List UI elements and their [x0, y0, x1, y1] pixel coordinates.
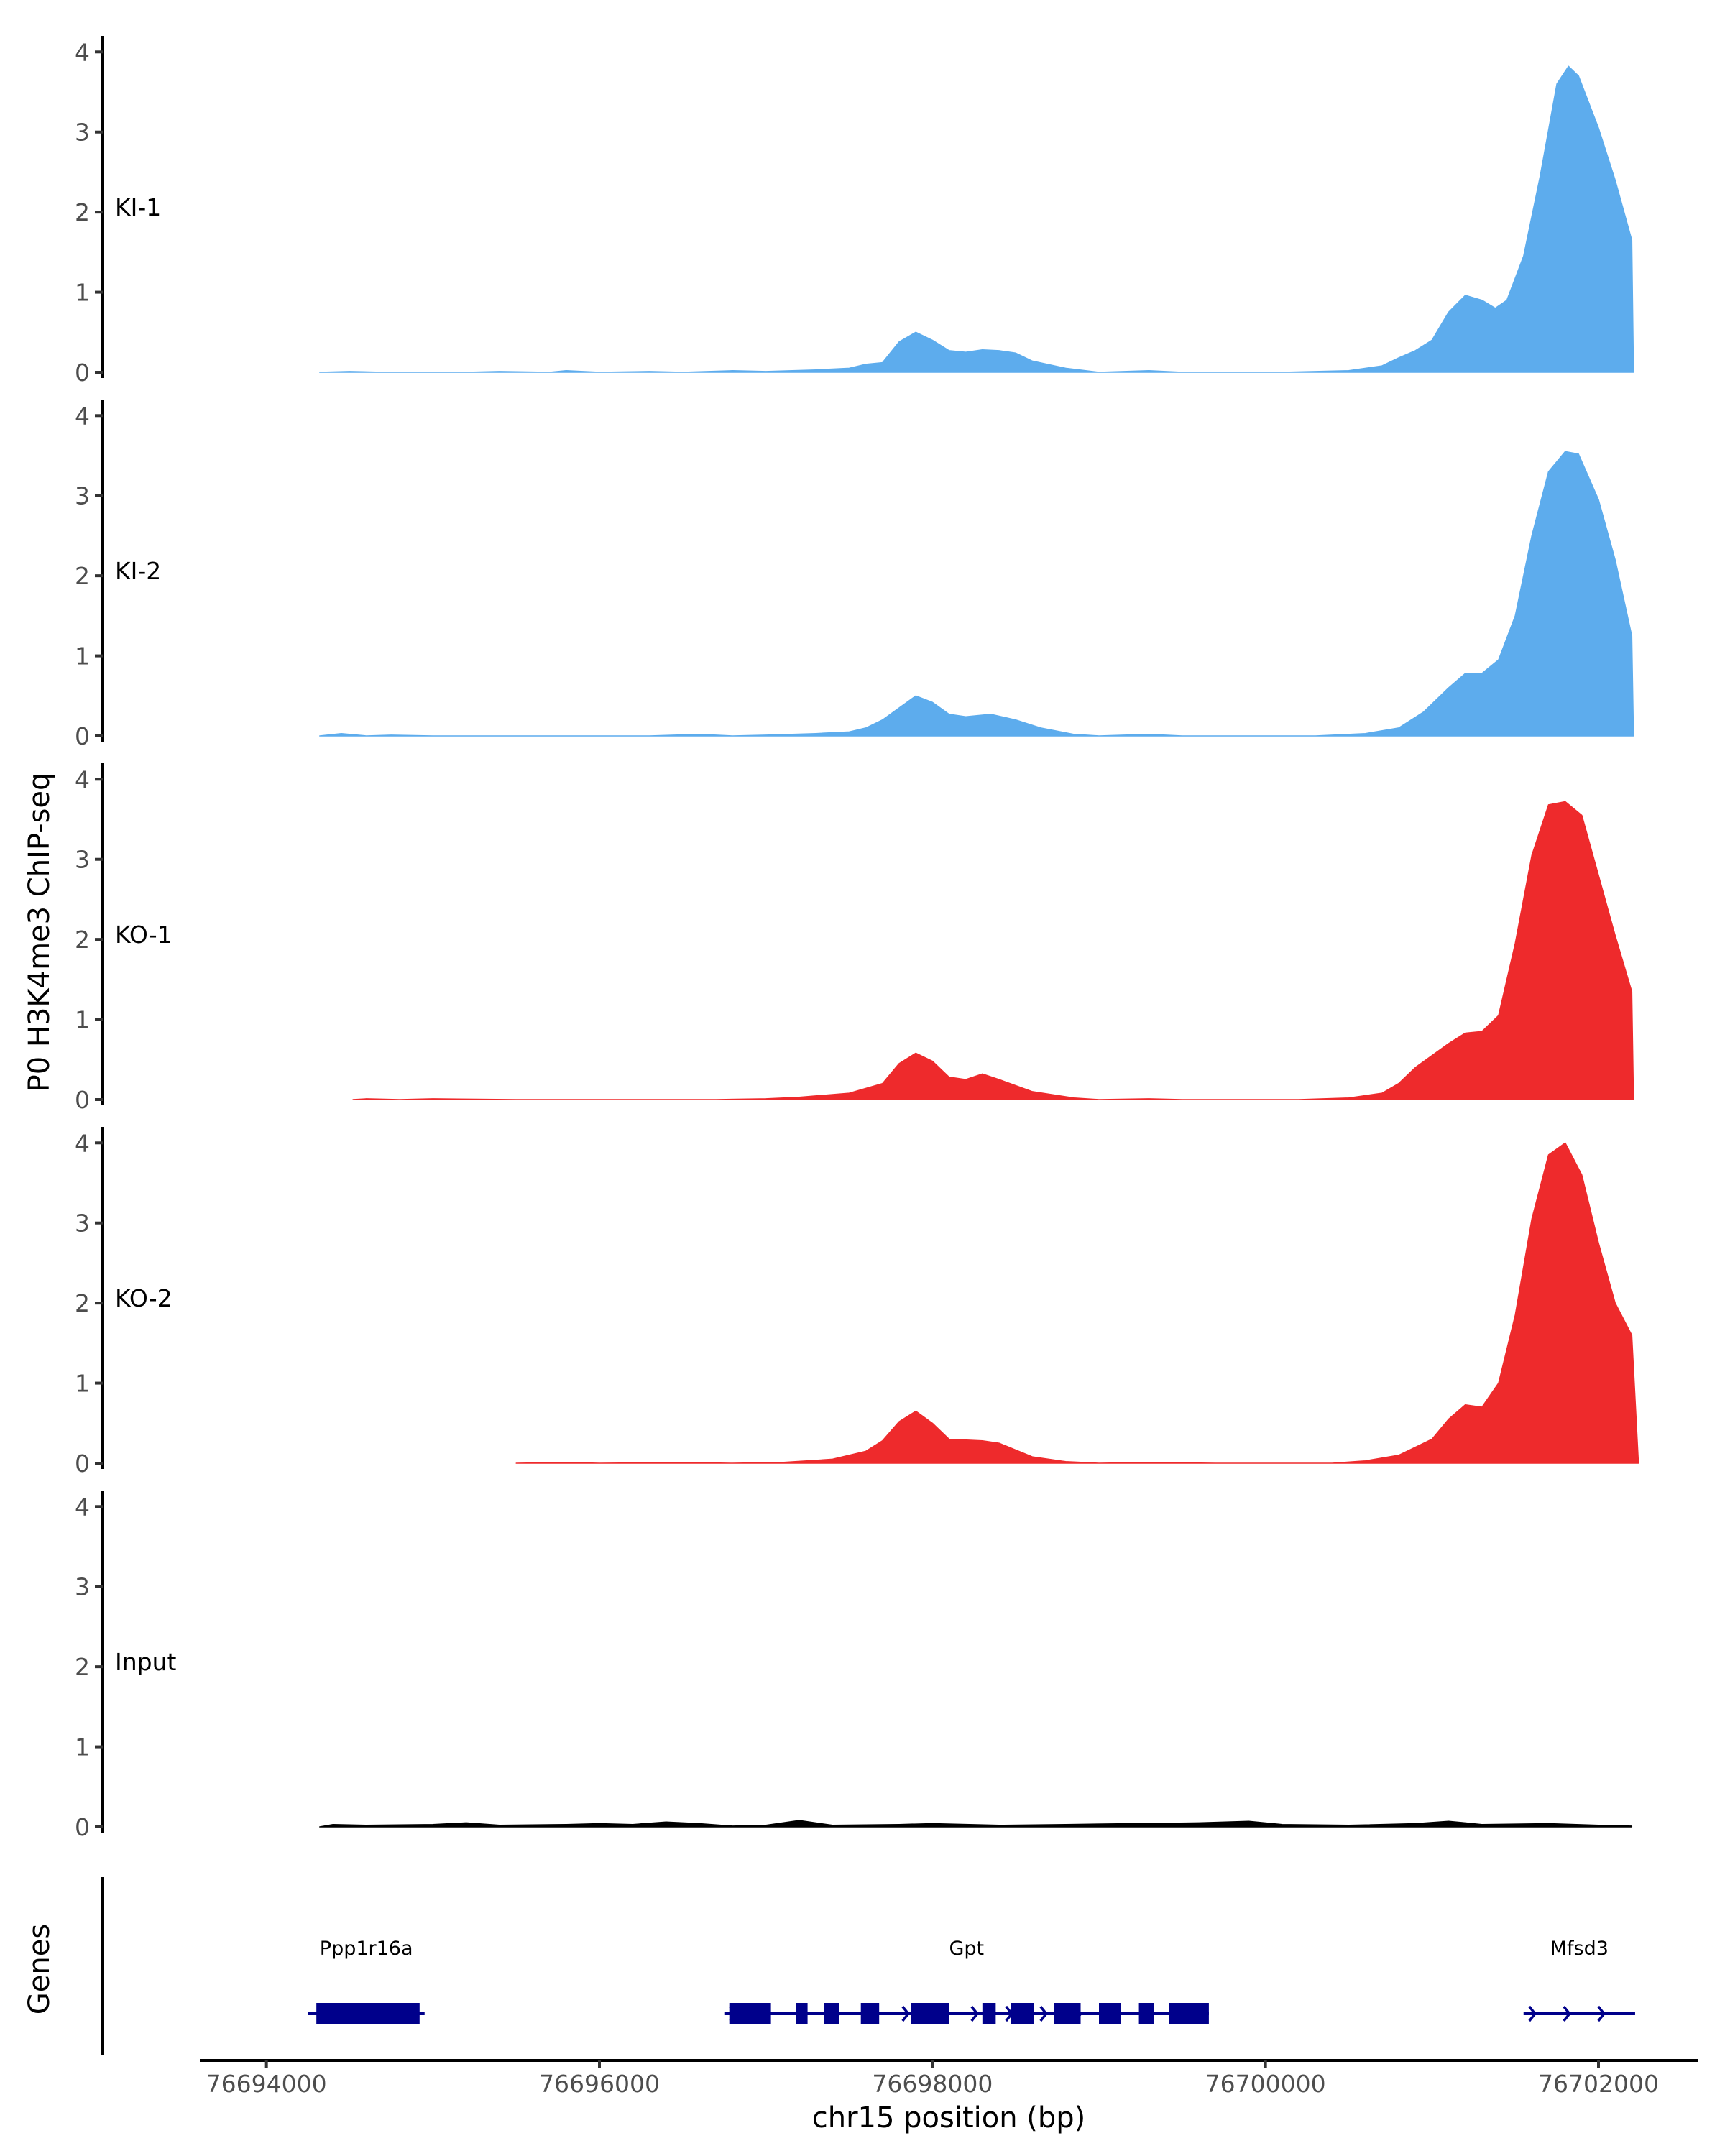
y-tick-label: 1 — [75, 642, 90, 671]
y-tick-label: 4 — [75, 38, 90, 66]
gene-exon — [796, 2003, 808, 2024]
track-label: KI-1 — [115, 193, 161, 221]
x-axis-title: chr15 position (bp) — [812, 2101, 1086, 2134]
strand-arrow — [1597, 2005, 1606, 2022]
gene-exon — [1054, 2003, 1081, 2024]
gene-exon — [1169, 2003, 1209, 2024]
gene-exon — [824, 2003, 840, 2024]
gene-label: Mfsd3 — [1550, 1938, 1609, 1960]
track-ki-1: 0 1 2 3 4 KI-1 — [75, 36, 1634, 387]
y-tick-label: 4 — [75, 765, 90, 793]
y-tick-label: 4 — [75, 1129, 90, 1157]
y-tick-label: 4 — [75, 1493, 90, 1521]
x-tick-label: 76702000 — [1538, 2070, 1659, 2098]
y-tick-label: 0 — [75, 722, 90, 750]
coverage-area — [352, 801, 1634, 1100]
y-tick-label: 0 — [75, 1086, 90, 1114]
gene-exon — [1138, 2003, 1154, 2024]
y-tick-label: 2 — [75, 198, 90, 226]
x-tick-label: 76696000 — [539, 2070, 660, 2098]
strand-arrow — [901, 2005, 910, 2022]
y-tick-label: 0 — [75, 1450, 90, 1478]
track-ko-1: 0 1 2 3 4 KO-1 — [75, 763, 1634, 1114]
gene-gpt: Gpt — [724, 1938, 1209, 2024]
coverage-area — [319, 1820, 1633, 1828]
coverage-area — [515, 1142, 1639, 1464]
track-label: KO-2 — [115, 1284, 172, 1312]
track-label: KI-2 — [115, 557, 161, 585]
strand-arrow — [970, 2005, 979, 2022]
y-tick-label: 2 — [75, 1653, 90, 1681]
y-tick-label: 3 — [75, 846, 90, 874]
y-tick-label: 3 — [75, 1573, 90, 1601]
track-label: Input — [115, 1648, 177, 1676]
coverage-area — [319, 451, 1634, 737]
track-ki-2: 0 1 2 3 4 KI-2 — [75, 400, 1634, 750]
coverage-panels: 0 1 2 3 4 KI-1 0 1 2 3 4 KI-2 0 1 2 3 4 KO-1 0 1 2 3 4 KO-2 0 1 2 3… — [75, 36, 1639, 1841]
y-tick-label: 3 — [75, 1210, 90, 1238]
y-axis-title: P0 H3K4me3 ChIP-seq — [23, 773, 56, 1092]
gene-label: Ppp1r16a — [320, 1938, 413, 1960]
gene-exon — [911, 2003, 949, 2024]
gene-mfsd3: Mfsd3 — [1523, 1938, 1635, 2022]
strand-arrow — [1528, 2005, 1537, 2022]
x-tick-label: 76700000 — [1205, 2070, 1326, 2098]
x-tick-label: 76698000 — [872, 2070, 993, 2098]
y-tick-label: 2 — [75, 926, 90, 954]
y-tick-label: 1 — [75, 1733, 90, 1761]
gene-exon — [1011, 2003, 1034, 2024]
gene-label: Gpt — [949, 1938, 984, 1960]
gene-exon — [1099, 2003, 1121, 2024]
y-tick-label: 2 — [75, 1289, 90, 1317]
y-tick-label: 1 — [75, 1006, 90, 1034]
gene-exon — [729, 2003, 771, 2024]
y-tick-label: 1 — [75, 279, 90, 307]
strand-arrow — [1563, 2005, 1571, 2022]
strand-arrow — [1039, 2005, 1048, 2022]
gene-ppp1r16a: Ppp1r16a — [308, 1938, 425, 2024]
x-axis: 76694000 76696000 76698000 76700000 76702000 — [200, 2059, 1698, 2098]
y-tick-label: 0 — [75, 1813, 90, 1841]
x-tick-label: 76694000 — [206, 2070, 327, 2098]
y-tick-label: 2 — [75, 562, 90, 590]
coverage-area — [319, 65, 1634, 373]
y-tick-label: 0 — [75, 359, 90, 387]
track-label: KO-1 — [115, 921, 172, 949]
y-tick-label: 1 — [75, 1370, 90, 1398]
y-tick-label: 3 — [75, 119, 90, 147]
gene-exon — [982, 2003, 996, 2024]
y-tick-label: 3 — [75, 482, 90, 510]
track-input: 0 1 2 3 4 Input — [75, 1491, 1633, 1841]
gene-exon — [316, 2003, 420, 2024]
gene-exon — [860, 2003, 880, 2024]
genes-axis-title: Genes — [23, 1924, 56, 2014]
y-tick-label: 4 — [75, 402, 90, 430]
genes-panel: Ppp1r16a Gpt Mfsd3 — [101, 1877, 1635, 2055]
track-ko-2: 0 1 2 3 4 KO-2 — [75, 1127, 1639, 1478]
